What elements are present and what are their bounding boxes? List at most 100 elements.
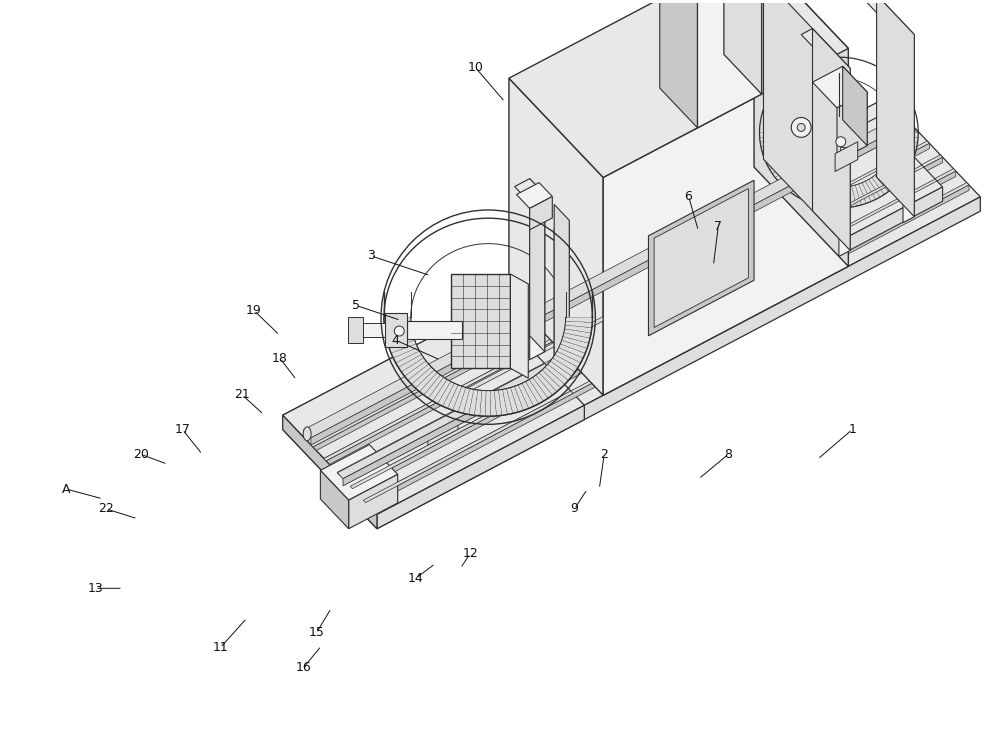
Polygon shape [443,383,458,408]
Polygon shape [363,391,573,502]
Polygon shape [767,156,789,170]
Polygon shape [855,184,866,205]
Polygon shape [887,160,908,174]
Polygon shape [339,157,943,480]
Polygon shape [474,390,482,416]
Polygon shape [896,133,918,137]
Polygon shape [565,321,592,327]
Circle shape [394,326,404,336]
Polygon shape [654,189,748,327]
Text: 2: 2 [600,448,608,461]
Polygon shape [883,165,903,182]
Polygon shape [407,321,462,339]
Text: A: A [62,483,71,496]
Polygon shape [516,182,552,208]
Polygon shape [843,66,867,146]
Polygon shape [511,386,524,412]
Polygon shape [545,364,568,384]
Polygon shape [401,358,426,376]
Polygon shape [428,378,447,401]
Polygon shape [760,133,781,137]
Polygon shape [348,317,363,343]
Polygon shape [763,0,839,238]
Polygon shape [807,151,911,207]
Polygon shape [485,391,491,416]
Polygon shape [848,186,857,207]
Polygon shape [835,141,858,171]
Polygon shape [895,139,918,147]
Polygon shape [283,98,980,515]
Polygon shape [480,391,486,416]
Polygon shape [377,197,980,529]
Polygon shape [337,363,547,475]
Polygon shape [565,317,592,322]
Polygon shape [837,92,867,162]
Polygon shape [283,416,377,529]
Polygon shape [283,416,377,529]
Polygon shape [326,144,929,467]
Polygon shape [821,186,830,207]
Polygon shape [350,168,956,488]
Polygon shape [880,168,899,185]
Polygon shape [337,155,943,475]
Text: 18: 18 [272,351,288,364]
Polygon shape [839,69,850,257]
Polygon shape [869,177,884,197]
Text: 17: 17 [175,423,190,436]
Text: 4: 4 [392,334,400,347]
Polygon shape [833,179,937,235]
Polygon shape [415,370,437,391]
Polygon shape [514,385,529,410]
Text: 16: 16 [296,661,311,674]
Polygon shape [563,332,590,343]
Polygon shape [320,445,398,500]
Polygon shape [831,187,837,208]
Polygon shape [820,165,924,221]
Polygon shape [320,470,349,529]
Polygon shape [408,364,431,384]
Polygon shape [836,187,841,208]
Polygon shape [412,367,434,388]
Polygon shape [775,165,795,182]
Polygon shape [389,340,416,354]
Polygon shape [515,179,545,203]
Polygon shape [793,177,809,197]
Polygon shape [494,390,502,416]
Polygon shape [386,332,414,343]
Polygon shape [469,389,478,416]
Polygon shape [451,274,510,368]
Text: 19: 19 [246,304,262,317]
Polygon shape [553,354,578,372]
Polygon shape [533,375,553,398]
Polygon shape [324,141,929,461]
Polygon shape [885,163,905,178]
Polygon shape [555,351,581,367]
Polygon shape [798,179,812,200]
Text: 13: 13 [87,582,103,595]
Polygon shape [366,185,969,508]
Polygon shape [801,28,850,74]
Text: 5: 5 [352,299,360,312]
Polygon shape [786,173,803,192]
Polygon shape [530,179,545,351]
Polygon shape [565,325,592,333]
Polygon shape [826,187,833,208]
Polygon shape [903,34,914,222]
Polygon shape [761,143,783,152]
Polygon shape [343,370,550,486]
Polygon shape [313,130,916,452]
Bar [840,147,846,159]
Text: 11: 11 [212,642,228,655]
Text: 15: 15 [308,626,324,639]
Polygon shape [894,147,916,156]
Polygon shape [530,195,545,359]
Polygon shape [896,136,918,142]
Text: 1: 1 [848,423,856,436]
Polygon shape [724,0,762,94]
Text: 6: 6 [685,190,692,203]
Circle shape [836,137,846,147]
Polygon shape [754,0,848,266]
Polygon shape [895,143,917,152]
Polygon shape [559,344,585,358]
Polygon shape [557,348,583,363]
